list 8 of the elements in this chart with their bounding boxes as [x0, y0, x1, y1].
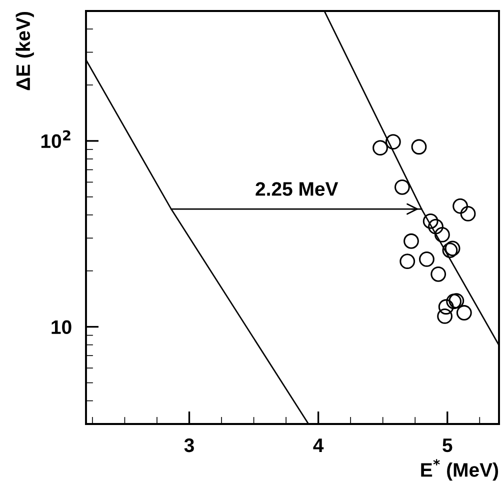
x-axis-title: E$^{*}$ (MeV)	[421, 459, 498, 481]
y-tick-label: 10$^{2}$	[41, 130, 70, 148]
x-tick-label: 3	[184, 438, 194, 452]
x-tick-label: 5	[442, 438, 452, 452]
annotation: 2.25 MeV	[256, 182, 338, 196]
y-axis-title: ΔE (keV)	[16, 12, 34, 90]
x-tick-label: 4	[313, 438, 324, 452]
y-tick-label: 10	[52, 320, 72, 334]
